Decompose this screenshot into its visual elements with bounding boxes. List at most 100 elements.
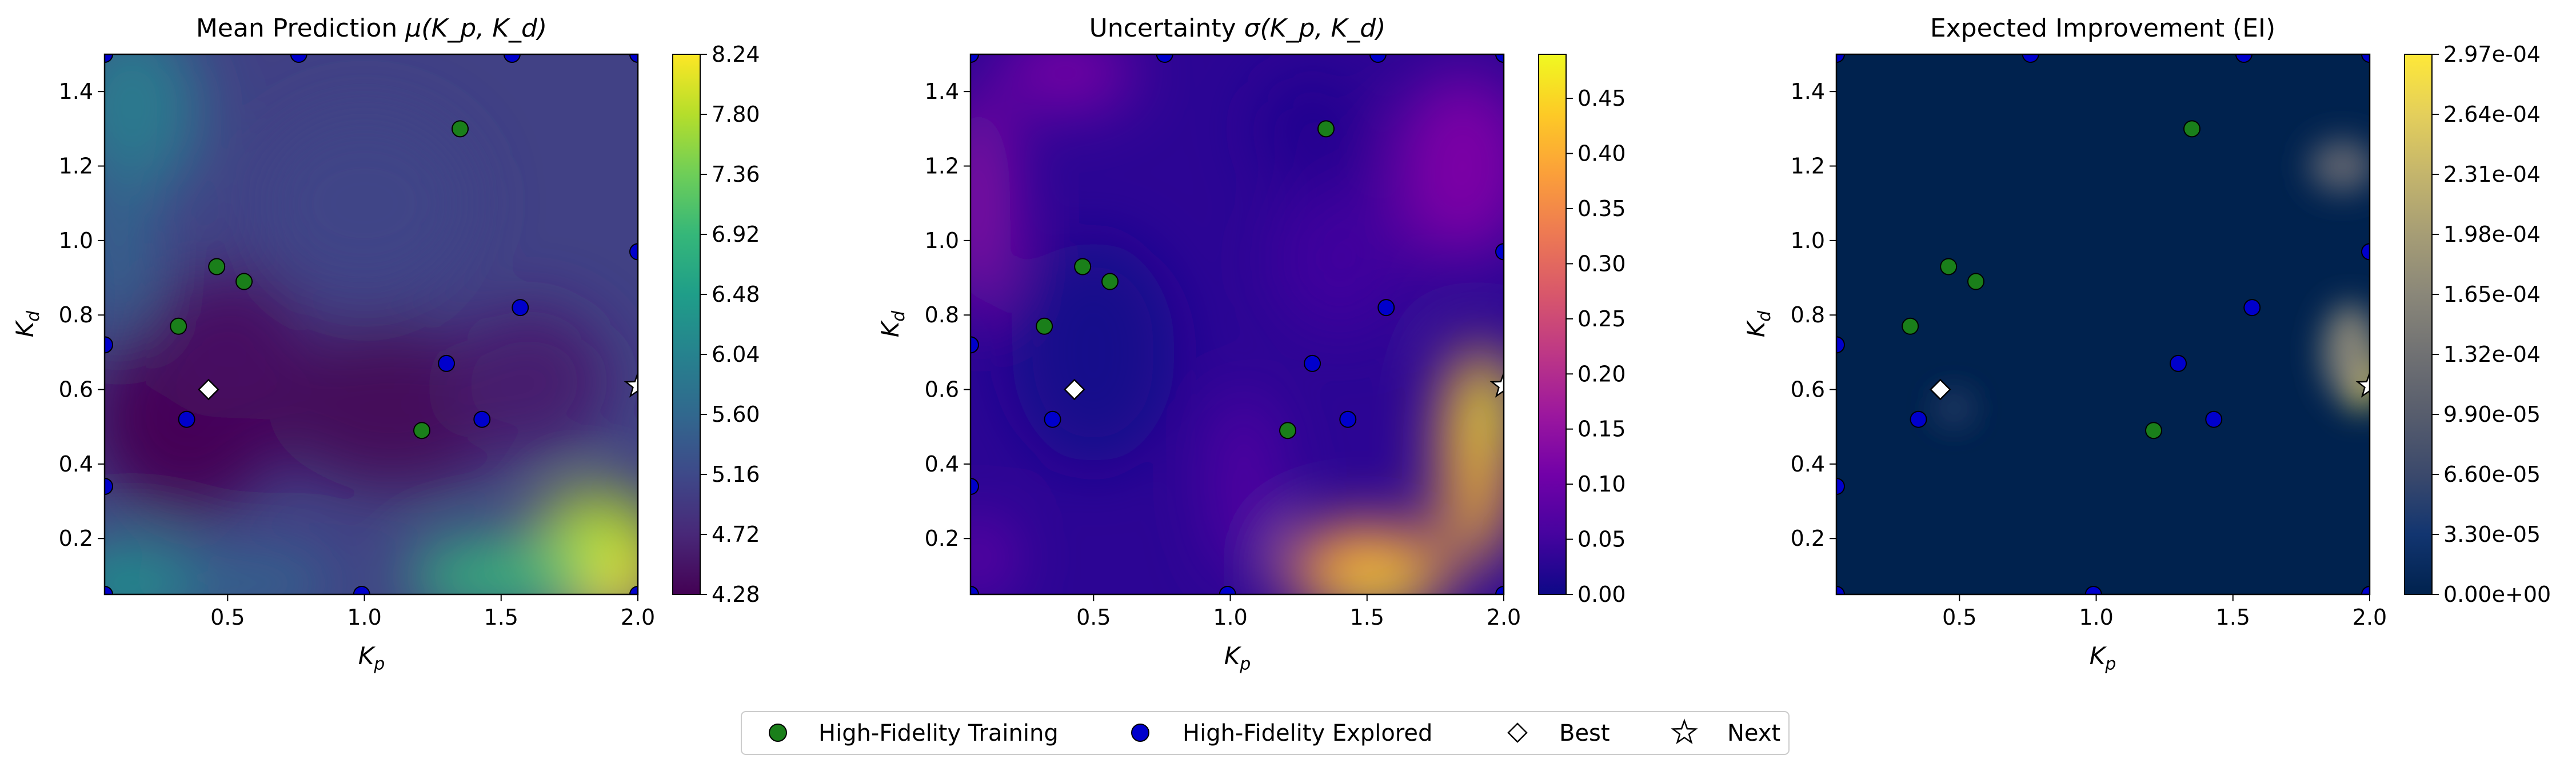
colorbar-tick-label: 9.90e-05 xyxy=(2443,402,2541,427)
explored-point xyxy=(2022,54,2039,63)
colorbar-tick-label: 0.25 xyxy=(1577,306,1626,331)
next-point xyxy=(2355,371,2370,398)
training-point xyxy=(2183,120,2200,138)
colorbar-gradient xyxy=(672,54,701,595)
explored-point xyxy=(290,54,307,63)
legend-training-marker xyxy=(769,724,787,742)
y-tick-label: 0.6 xyxy=(925,377,959,402)
marker-layer xyxy=(1836,54,2370,594)
panel-title: Mean Prediction μ(K_p, K_d) xyxy=(196,14,547,43)
x-axis-ticks: 0.5 1.0 1.5 2.0 xyxy=(1942,594,2387,630)
colorbar-tick-label: 4.28 xyxy=(712,582,760,607)
expected-improvement-heatmap xyxy=(1836,54,2370,594)
x-axis-ticks: 0.5 1.0 1.5 2.0 xyxy=(1076,594,1521,630)
legend-training-label: High-Fidelity Training xyxy=(818,720,1059,746)
explored-point xyxy=(1377,299,1395,317)
colorbar-tick-label: 5.16 xyxy=(712,462,760,487)
explored-point xyxy=(2243,299,2261,317)
colorbar-tick-label: 7.36 xyxy=(712,162,760,187)
next-point xyxy=(624,371,638,398)
y-tick-label: 0.8 xyxy=(1791,302,1825,327)
colorbar-tick-label: 6.04 xyxy=(712,342,760,367)
x-tick-label: 1.5 xyxy=(1350,605,1384,630)
colorbar-tick-label: 2.64e-04 xyxy=(2443,102,2541,127)
explored-point xyxy=(1369,54,1387,63)
explored-point xyxy=(473,410,491,428)
legend-frame xyxy=(741,711,1790,755)
colorbar-tick-label: 4.72 xyxy=(712,522,760,547)
explored-point xyxy=(1339,410,1357,428)
title-math: μ(K_p, K_d) xyxy=(405,14,547,43)
colorbar-tick-label: 2.31e-04 xyxy=(2443,162,2541,187)
x-tick-label: 0.5 xyxy=(1942,605,1976,630)
expected-improvement-panel: Expected Improvement (EI) 0.5 1.0 1.5 2.0 0… xyxy=(1742,14,2551,674)
explored-point xyxy=(2361,586,2370,594)
x-tick-label: 1.5 xyxy=(484,605,518,630)
panel-title: Expected Improvement (EI) xyxy=(1930,14,2275,43)
colorbar-tick-label: 7.80 xyxy=(712,102,760,127)
y-tick-label: 1.4 xyxy=(1791,79,1825,104)
explored-point xyxy=(1044,410,1061,428)
colorbar-tick-label: 0.00e+00 xyxy=(2443,582,2551,607)
explored-point xyxy=(1836,586,1845,594)
legend-explored-label: High-Fidelity Explored xyxy=(1183,720,1432,746)
y-tick-label: 0.4 xyxy=(1791,452,1825,477)
colorbar: 0.00e+00 3.30e-05 6.60e-05 9.90e-05 1.32e-04… xyxy=(2404,42,2551,607)
colorbar-tick-label: 2.97e-04 xyxy=(2443,42,2541,67)
x-axis-label: Kp xyxy=(1224,642,1251,674)
explored-point xyxy=(629,586,638,594)
colorbar-tick-label: 6.60e-05 xyxy=(2443,462,2541,487)
colorbar-tick-label: 0.20 xyxy=(1577,361,1626,386)
plot-frame xyxy=(969,53,1505,596)
colorbar-tick-label: 6.92 xyxy=(712,222,760,247)
plot-frame xyxy=(1835,53,2371,596)
x-tick-label: 0.5 xyxy=(1076,605,1111,630)
best-point xyxy=(1064,378,1085,401)
y-axis-ticks: 0.2 0.4 0.6 0.8 1.0 1.2 1.4 xyxy=(1791,79,1836,551)
training-point xyxy=(413,422,431,440)
y-tick-label: 0.8 xyxy=(925,302,959,327)
y-tick-label: 1.0 xyxy=(59,228,93,253)
x-tick-label: 0.5 xyxy=(210,605,245,630)
legend-best-marker xyxy=(1507,722,1528,743)
y-axis-label: Kd xyxy=(876,310,909,338)
training-point xyxy=(1967,273,1985,290)
training-point xyxy=(1317,120,1335,138)
y-tick-label: 1.4 xyxy=(59,79,93,104)
legend-best-label: Best xyxy=(1559,720,1610,746)
best-point xyxy=(198,378,219,401)
y-tick-label: 0.6 xyxy=(1791,377,1825,402)
x-tick-label: 1.0 xyxy=(2079,605,2113,630)
explored-point xyxy=(105,54,113,63)
explored-point xyxy=(1219,586,1236,594)
explored-point xyxy=(2205,410,2223,428)
x-axis-label: Kp xyxy=(358,642,385,674)
explored-point xyxy=(971,478,979,495)
mean-prediction-heatmap xyxy=(105,54,638,594)
explored-point xyxy=(1836,478,1845,495)
next-point xyxy=(1489,371,1504,398)
explored-point xyxy=(971,336,979,354)
y-tick-label: 0.4 xyxy=(59,452,93,477)
explored-point xyxy=(178,410,195,428)
y-tick-label: 1.0 xyxy=(1791,228,1825,253)
training-point xyxy=(1279,422,1297,440)
best-point xyxy=(1930,378,1951,401)
y-tick-label: 1.0 xyxy=(925,228,959,253)
colorbar-tick-label: 0.05 xyxy=(1577,527,1626,552)
explored-point xyxy=(1836,336,1845,354)
colorbar-tick-label: 0.10 xyxy=(1577,472,1626,497)
colorbar-tick-label: 1.65e-04 xyxy=(2443,282,2541,307)
colorbar-tick-label: 3.30e-05 xyxy=(2443,522,2541,547)
colorbar-tick-label: 1.98e-04 xyxy=(2443,222,2541,247)
explored-point xyxy=(971,586,979,594)
explored-point xyxy=(1304,354,1321,372)
legend-explored-marker xyxy=(1131,724,1149,742)
colorbar-tick-label: 0.35 xyxy=(1577,196,1626,221)
explored-point xyxy=(1156,54,1173,63)
explored-point xyxy=(512,299,529,317)
x-tick-label: 1.0 xyxy=(1213,605,1247,630)
y-tick-label: 0.2 xyxy=(925,526,959,551)
training-point xyxy=(1940,258,1958,275)
